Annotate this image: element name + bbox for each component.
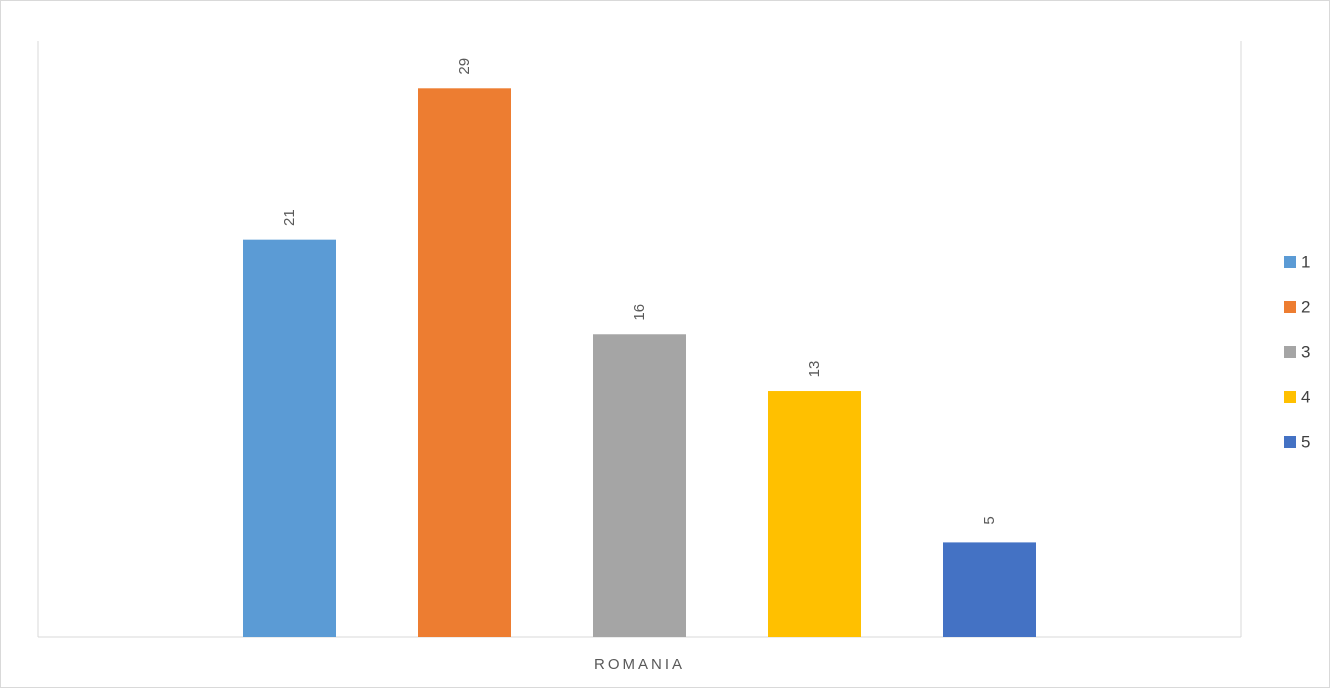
legend-label-1: 1 [1301, 253, 1310, 272]
data-label-series-4: 13 [806, 361, 823, 378]
legend-label-3: 3 [1301, 343, 1310, 362]
legend-swatch-3 [1284, 346, 1296, 358]
bar-series-5 [943, 542, 1036, 637]
bar-series-2 [418, 88, 511, 638]
bar-series-3 [593, 334, 686, 637]
data-label-series-1: 21 [281, 209, 298, 226]
data-label-series-3: 16 [631, 304, 648, 321]
category-label: ROMANIA [594, 656, 685, 673]
legend-swatch-4 [1284, 391, 1296, 403]
legend-label-5: 5 [1301, 433, 1310, 452]
bar-series-1 [243, 239, 336, 637]
legend: 1 2 3 4 5 [1284, 253, 1310, 452]
data-label-series-5: 5 [981, 516, 998, 524]
legend-swatch-1 [1284, 256, 1296, 268]
category-labels: ROMANIA [594, 656, 685, 673]
legend-swatch-2 [1284, 301, 1296, 313]
data-label-series-2: 29 [456, 58, 473, 75]
bars [243, 88, 1036, 638]
legend-label-2: 2 [1301, 298, 1310, 317]
legend-label-4: 4 [1301, 388, 1310, 407]
data-labels: 21 29 16 13 5 [281, 58, 998, 525]
bar-series-4 [768, 391, 861, 637]
legend-swatch-5 [1284, 436, 1296, 448]
